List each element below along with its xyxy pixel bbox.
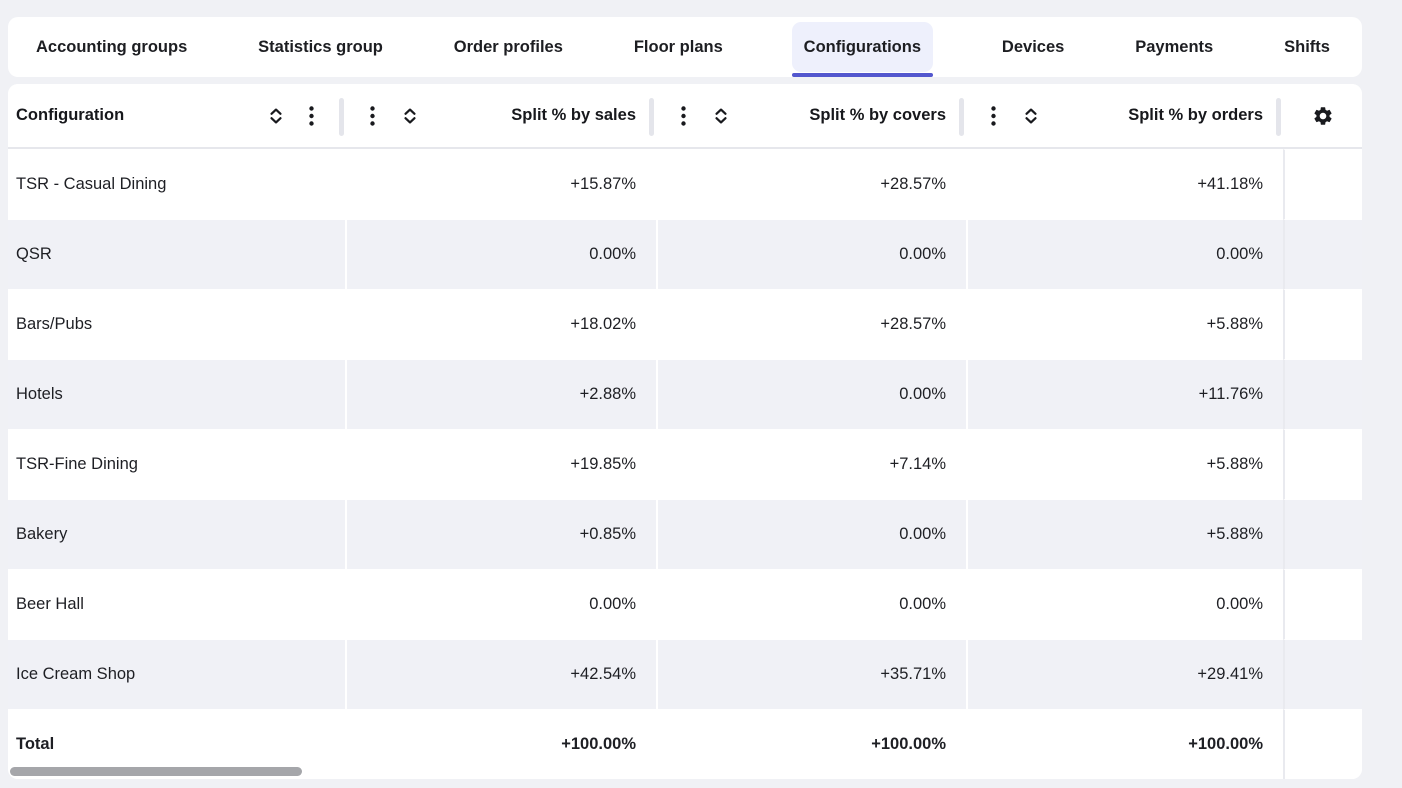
split-covers-cell: +35.71% bbox=[656, 639, 966, 709]
tab-order-profiles[interactable]: Order profiles bbox=[453, 37, 563, 56]
row-actions-cell bbox=[1283, 639, 1362, 709]
tab-payments[interactable]: Payments bbox=[1135, 37, 1214, 56]
table-row[interactable]: Bakery +0.85% 0.00% +5.88% bbox=[8, 499, 1362, 569]
row-actions-cell bbox=[1283, 359, 1362, 429]
configurations-table: Configuration Split % by sales bbox=[8, 84, 1362, 779]
sort-icon[interactable] bbox=[714, 108, 728, 124]
table-settings-gear-icon[interactable] bbox=[1312, 105, 1334, 127]
row-actions-cell bbox=[1283, 429, 1362, 499]
row-actions-cell bbox=[1283, 709, 1362, 779]
tab-devices[interactable]: Devices bbox=[1001, 37, 1065, 56]
split-sales-cell: +15.87% bbox=[345, 149, 656, 219]
table-row[interactable]: TSR - Casual Dining +15.87% +28.57% +41.… bbox=[8, 149, 1362, 219]
split-covers-cell: +7.14% bbox=[656, 429, 966, 499]
row-actions-cell bbox=[1283, 569, 1362, 639]
sort-icon[interactable] bbox=[403, 108, 417, 124]
configuration-name-cell: QSR bbox=[8, 219, 345, 289]
configuration-name-cell: TSR-Fine Dining bbox=[8, 429, 345, 499]
configuration-name-cell: Beer Hall bbox=[8, 569, 345, 639]
configuration-name-cell: Hotels bbox=[8, 359, 345, 429]
configuration-name-cell: Total bbox=[8, 709, 345, 779]
column-label-configuration: Configuration bbox=[16, 106, 125, 124]
split-sales-cell: +0.85% bbox=[345, 499, 656, 569]
table-row[interactable]: TSR-Fine Dining +19.85% +7.14% +5.88% bbox=[8, 429, 1362, 499]
column-resize-handle[interactable] bbox=[1276, 98, 1281, 136]
column-label-split-orders: Split % by orders bbox=[1128, 106, 1263, 124]
split-orders-cell: 0.00% bbox=[966, 219, 1283, 289]
configuration-name-cell: TSR - Casual Dining bbox=[8, 149, 345, 219]
split-orders-cell: +41.18% bbox=[966, 149, 1283, 219]
column-header-split-orders: Split % by orders bbox=[966, 84, 1283, 147]
column-header-settings bbox=[1283, 84, 1362, 147]
split-orders-cell: +5.88% bbox=[966, 499, 1283, 569]
table-row[interactable]: Bars/Pubs +18.02% +28.57% +5.88% bbox=[8, 289, 1362, 359]
sort-icon[interactable] bbox=[1024, 108, 1038, 124]
column-resize-handle[interactable] bbox=[959, 98, 964, 136]
split-orders-cell: +5.88% bbox=[966, 289, 1283, 359]
split-covers-cell: 0.00% bbox=[656, 219, 966, 289]
split-sales-cell: +19.85% bbox=[345, 429, 656, 499]
split-orders-cell: +29.41% bbox=[966, 639, 1283, 709]
split-sales-cell: +2.88% bbox=[345, 359, 656, 429]
split-sales-cell: +18.02% bbox=[345, 289, 656, 359]
configuration-name-cell: Bakery bbox=[8, 499, 345, 569]
kebab-menu-icon[interactable] bbox=[681, 105, 686, 126]
kebab-menu-icon[interactable] bbox=[309, 105, 314, 126]
split-orders-cell: +5.88% bbox=[966, 429, 1283, 499]
table-row[interactable]: Hotels +2.88% 0.00% +11.76% bbox=[8, 359, 1362, 429]
split-sales-cell: +42.54% bbox=[345, 639, 656, 709]
table-row[interactable]: Beer Hall 0.00% 0.00% 0.00% bbox=[8, 569, 1362, 639]
split-orders-cell: +100.00% bbox=[966, 709, 1283, 779]
tab-shifts[interactable]: Shifts bbox=[1284, 37, 1330, 56]
tab-statistics-group[interactable]: Statistics group bbox=[258, 37, 383, 56]
kebab-menu-icon[interactable] bbox=[370, 105, 375, 126]
table-row[interactable]: Ice Cream Shop +42.54% +35.71% +29.41% bbox=[8, 639, 1362, 709]
configuration-name-cell: Ice Cream Shop bbox=[8, 639, 345, 709]
split-covers-cell: +100.00% bbox=[656, 709, 966, 779]
split-covers-cell: +28.57% bbox=[656, 149, 966, 219]
tab-floor-plans[interactable]: Floor plans bbox=[633, 37, 723, 56]
column-resize-handle[interactable] bbox=[339, 98, 344, 136]
tab-bar: Accounting groups Statistics group Order… bbox=[8, 17, 1362, 77]
split-covers-cell: 0.00% bbox=[656, 569, 966, 639]
column-header-split-covers: Split % by covers bbox=[656, 84, 966, 147]
tab-configurations[interactable]: Configurations bbox=[791, 22, 934, 77]
column-label-split-sales: Split % by sales bbox=[511, 106, 636, 124]
split-covers-cell: +28.57% bbox=[656, 289, 966, 359]
split-sales-cell: 0.00% bbox=[345, 219, 656, 289]
row-actions-cell bbox=[1283, 219, 1362, 289]
kebab-menu-icon[interactable] bbox=[991, 105, 996, 126]
split-covers-cell: 0.00% bbox=[656, 359, 966, 429]
table-row[interactable]: QSR 0.00% 0.00% 0.00% bbox=[8, 219, 1362, 289]
tab-accounting-groups[interactable]: Accounting groups bbox=[36, 37, 188, 56]
column-label-split-covers: Split % by covers bbox=[809, 106, 946, 124]
split-covers-cell: 0.00% bbox=[656, 499, 966, 569]
split-orders-cell: +11.76% bbox=[966, 359, 1283, 429]
table-body: TSR - Casual Dining +15.87% +28.57% +41.… bbox=[8, 149, 1362, 779]
sort-icon[interactable] bbox=[269, 108, 283, 124]
column-header-split-sales: Split % by sales bbox=[345, 84, 656, 147]
row-actions-cell bbox=[1283, 499, 1362, 569]
split-sales-cell: +100.00% bbox=[345, 709, 656, 779]
row-actions-cell bbox=[1283, 289, 1362, 359]
column-resize-handle[interactable] bbox=[649, 98, 654, 136]
split-sales-cell: 0.00% bbox=[345, 569, 656, 639]
column-header-configuration: Configuration bbox=[8, 84, 345, 147]
configuration-name-cell: Bars/Pubs bbox=[8, 289, 345, 359]
horizontal-scrollbar-thumb[interactable] bbox=[10, 767, 302, 776]
table-header-row: Configuration Split % by sales bbox=[8, 84, 1362, 149]
row-actions-cell bbox=[1283, 149, 1362, 219]
split-orders-cell: 0.00% bbox=[966, 569, 1283, 639]
